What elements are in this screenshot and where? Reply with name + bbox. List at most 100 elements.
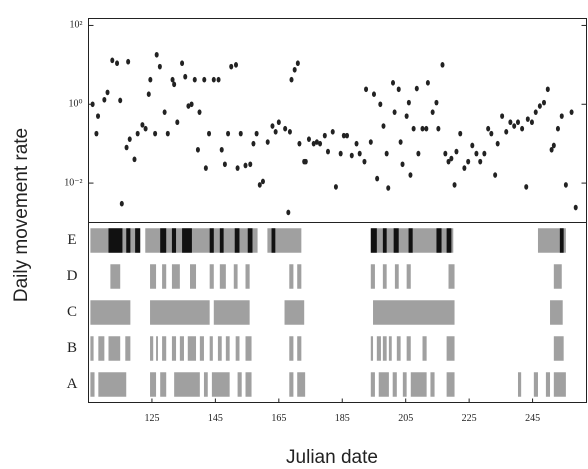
event-bar: [297, 372, 306, 397]
event-bar: [150, 264, 157, 289]
point: [325, 148, 330, 155]
event-bar: [370, 264, 375, 289]
event-bar: [245, 372, 252, 397]
event-highlight: [271, 228, 276, 253]
x-tick-label: 165: [271, 413, 286, 424]
event-bar: [98, 372, 127, 397]
point: [276, 119, 281, 126]
bottom-panel-frame: [88, 222, 587, 403]
point: [229, 63, 234, 70]
point: [330, 129, 335, 135]
point: [529, 119, 534, 126]
event-bar: [217, 336, 222, 361]
event-bar: [410, 372, 427, 397]
event-bar: [373, 300, 455, 325]
event-bar: [150, 372, 157, 397]
point: [318, 140, 323, 147]
event-highlight: [370, 228, 377, 253]
point: [408, 172, 413, 178]
event-bar: [233, 264, 238, 289]
event-bar: [209, 264, 214, 289]
point: [478, 158, 483, 165]
point: [292, 66, 297, 73]
event-highlight: [182, 228, 192, 253]
event-bar: [517, 372, 522, 397]
point: [504, 129, 509, 135]
event-bar: [297, 264, 302, 289]
point: [94, 130, 99, 137]
point: [425, 80, 430, 86]
point: [541, 99, 546, 106]
event-bar: [382, 336, 387, 361]
x-tick-label: 185: [335, 413, 350, 424]
point: [486, 125, 491, 132]
event-bar: [422, 336, 427, 361]
event-bar: [446, 372, 455, 397]
event-bar: [219, 264, 226, 289]
point: [322, 132, 327, 139]
point: [362, 158, 367, 165]
point: [115, 60, 120, 67]
event-bar: [150, 336, 154, 361]
event-bar: [150, 300, 210, 325]
event-bar: [203, 372, 208, 397]
event-bar: [108, 336, 121, 361]
point: [345, 132, 350, 139]
event-highlight: [171, 228, 177, 253]
point: [127, 136, 132, 142]
point: [311, 140, 316, 147]
point: [436, 125, 441, 132]
event-bar: [370, 372, 375, 397]
point: [482, 150, 487, 157]
event-bar: [190, 264, 197, 289]
point: [295, 60, 300, 67]
point: [248, 161, 253, 168]
point: [354, 140, 359, 147]
point: [545, 86, 550, 93]
event-bar: [171, 264, 180, 289]
point: [257, 182, 262, 188]
point: [306, 136, 311, 142]
point: [462, 165, 467, 171]
point: [452, 182, 457, 188]
event-bar: [160, 372, 167, 397]
point: [235, 165, 240, 171]
event-highlight: [382, 228, 387, 253]
point: [165, 130, 170, 137]
point: [303, 158, 308, 165]
event-bar: [110, 264, 121, 289]
event-highlight: [135, 228, 141, 253]
point: [489, 130, 494, 137]
event-highlight: [126, 228, 131, 253]
point: [96, 113, 101, 119]
event-bar: [237, 372, 242, 397]
point: [189, 101, 194, 108]
event-bar: [553, 336, 564, 361]
point: [124, 144, 129, 151]
point: [495, 140, 500, 147]
event-bar: [396, 336, 401, 361]
point: [386, 185, 391, 191]
point: [283, 125, 288, 132]
event-bar: [382, 264, 387, 289]
point: [297, 140, 302, 147]
event-highlight: [408, 228, 413, 253]
point: [493, 172, 498, 178]
event-bar: [171, 336, 177, 361]
point: [146, 91, 151, 98]
point: [118, 97, 123, 104]
event-bar: [209, 336, 213, 361]
point: [243, 162, 248, 169]
y-tick-label: 10⁰: [68, 99, 82, 110]
point: [157, 63, 162, 70]
event-bar: [211, 372, 230, 397]
point: [416, 150, 421, 157]
event-bar: [376, 336, 381, 361]
point: [443, 150, 448, 157]
point: [238, 130, 243, 137]
event-bar: [550, 300, 563, 325]
point: [349, 152, 354, 159]
event-bar: [213, 300, 250, 325]
point: [270, 123, 275, 129]
point: [148, 76, 153, 83]
